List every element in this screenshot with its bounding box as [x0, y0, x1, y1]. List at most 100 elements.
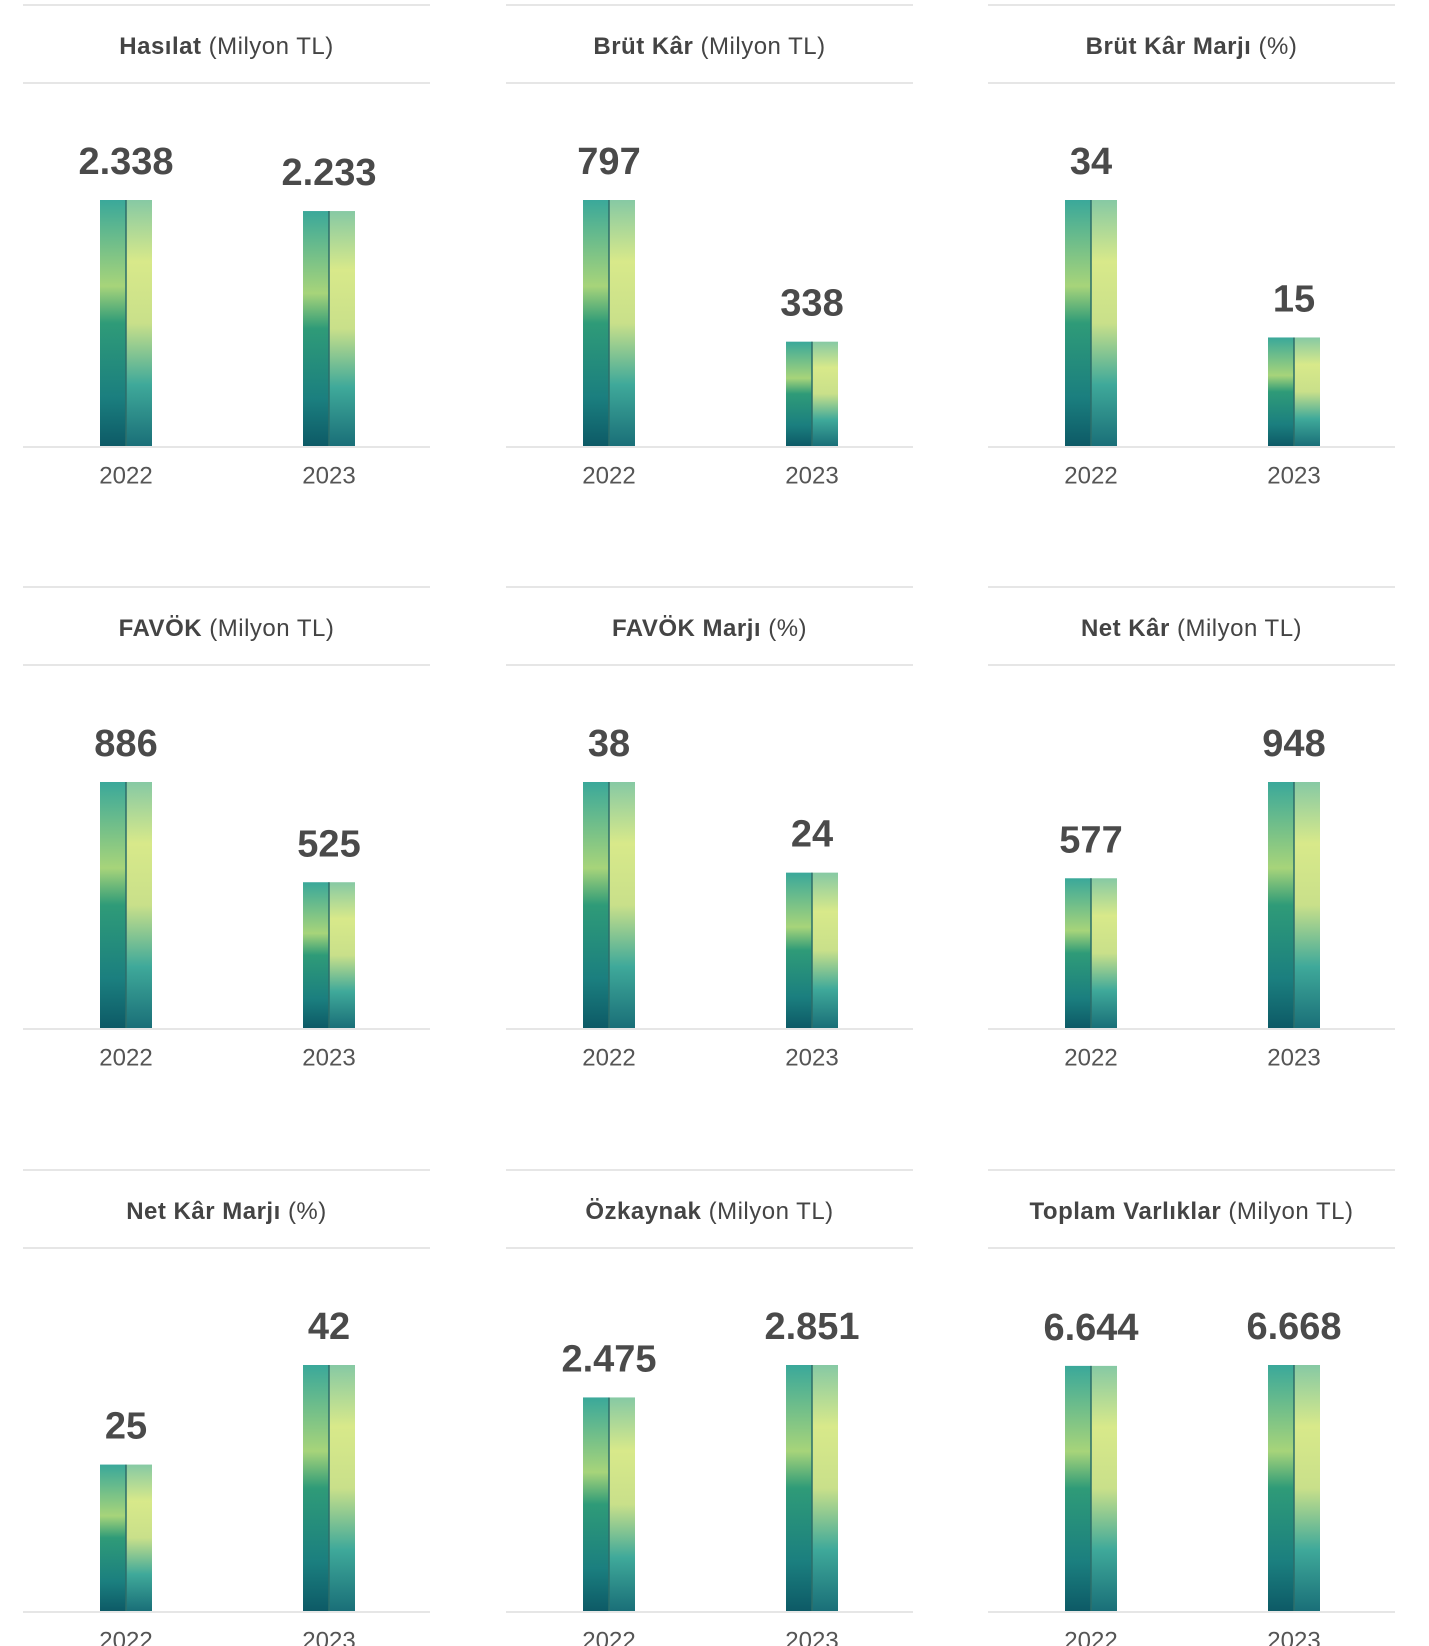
bar — [583, 782, 635, 1028]
bar-right — [126, 782, 152, 1028]
x-tick-label: 2022 — [99, 462, 152, 489]
x-tick-label: 2022 — [1064, 1627, 1117, 1646]
title-unit: (Milyon TL) — [1177, 615, 1302, 642]
bar — [583, 1397, 635, 1611]
bar — [303, 1365, 355, 1611]
bar-left — [1268, 337, 1294, 446]
bar — [1065, 200, 1117, 446]
value-label: 2.851 — [764, 1306, 859, 1348]
x-tick-label: 2022 — [1064, 1044, 1117, 1071]
bar-left — [1065, 878, 1091, 1028]
panel-title: Özkaynak (Milyon TL) — [585, 1198, 833, 1225]
value-label: 6.668 — [1246, 1306, 1341, 1348]
panel-title: FAVÖK (Milyon TL) — [119, 615, 335, 642]
title-unit: (Milyon TL) — [1228, 1198, 1353, 1225]
title-text: FAVÖK Marjı — [612, 615, 761, 642]
panel-title: Brüt Kâr (Milyon TL) — [593, 33, 825, 60]
bar — [100, 782, 152, 1028]
value-label: 2.338 — [78, 141, 173, 183]
title-text: Brüt Kâr — [593, 33, 693, 60]
bar — [303, 211, 355, 446]
bar-right — [609, 200, 635, 446]
bar-right — [609, 1397, 635, 1611]
bar-right — [812, 341, 838, 446]
bar-left — [100, 200, 126, 446]
bar-right — [329, 882, 355, 1028]
panel-title: Toplam Varlıklar (Milyon TL) — [1030, 1198, 1354, 1225]
title-unit: (%) — [768, 615, 807, 642]
x-tick-label: 2023 — [1267, 1627, 1320, 1646]
value-label: 886 — [94, 723, 157, 765]
value-label: 2.233 — [281, 152, 376, 194]
value-label: 25 — [105, 1406, 147, 1448]
x-tick-label: 2023 — [302, 1627, 355, 1646]
bar-left — [786, 341, 812, 446]
bar-left — [583, 200, 609, 446]
bar — [786, 341, 838, 446]
bar-right — [1091, 878, 1117, 1028]
x-tick-label: 2022 — [1064, 462, 1117, 489]
x-tick-label: 2022 — [582, 1627, 635, 1646]
bar-right — [1091, 1365, 1117, 1611]
panel-title: FAVÖK Marjı (%) — [612, 615, 807, 642]
bar — [1268, 782, 1320, 1028]
value-label: 6.644 — [1043, 1307, 1138, 1349]
x-tick-label: 2023 — [1267, 1044, 1320, 1071]
bar-right — [609, 782, 635, 1028]
bar — [1268, 1365, 1320, 1611]
bar-left — [583, 782, 609, 1028]
bar — [786, 1365, 838, 1611]
bar-left — [1268, 782, 1294, 1028]
value-label: 338 — [780, 283, 843, 325]
title-text: FAVÖK — [119, 615, 203, 642]
bar — [583, 200, 635, 446]
x-tick-label: 2023 — [785, 1044, 838, 1071]
x-tick-label: 2022 — [582, 462, 635, 489]
value-label: 15 — [1273, 279, 1315, 321]
title-unit: (%) — [1259, 33, 1298, 60]
bar — [1268, 337, 1320, 446]
bar-right — [126, 200, 152, 446]
title-text: Toplam Varlıklar — [1030, 1198, 1222, 1225]
bar-right — [1294, 1365, 1320, 1611]
title-text: Net Kâr — [1081, 615, 1170, 642]
panel-title: Net Kâr (Milyon TL) — [1081, 615, 1302, 642]
title-text: Özkaynak — [585, 1198, 701, 1225]
value-label: 42 — [308, 1306, 350, 1348]
value-label: 525 — [297, 823, 360, 865]
title-unit: (Milyon TL) — [701, 33, 826, 60]
title-unit: (Milyon TL) — [209, 615, 334, 642]
title-unit: (Milyon TL) — [209, 33, 334, 60]
bar — [303, 882, 355, 1028]
bar-left — [786, 872, 812, 1028]
bar-left — [1268, 1365, 1294, 1611]
value-label: 38 — [588, 723, 630, 765]
bar-left — [303, 882, 329, 1028]
bar — [100, 200, 152, 446]
bar-left — [303, 211, 329, 446]
panel-title: Net Kâr Marjı (%) — [126, 1198, 327, 1225]
bar — [100, 1464, 152, 1611]
x-tick-label: 2022 — [99, 1627, 152, 1646]
value-label: 2.475 — [561, 1338, 656, 1380]
value-label: 948 — [1262, 723, 1325, 765]
value-label: 577 — [1059, 819, 1122, 861]
bar-right — [329, 1365, 355, 1611]
bar-right — [126, 1464, 152, 1611]
bar-left — [583, 1397, 609, 1611]
value-label: 24 — [791, 814, 833, 856]
bar — [1065, 878, 1117, 1028]
x-tick-label: 2023 — [302, 1044, 355, 1071]
bar-right — [1294, 337, 1320, 446]
title-text: Brüt Kâr Marjı — [1086, 33, 1252, 60]
bar-left — [786, 1365, 812, 1611]
bar-right — [1294, 782, 1320, 1028]
bar-right — [1091, 200, 1117, 446]
bar-left — [100, 782, 126, 1028]
bar-left — [303, 1365, 329, 1611]
x-tick-label: 2023 — [302, 462, 355, 489]
x-tick-label: 2023 — [1267, 462, 1320, 489]
title-text: Hasılat — [119, 33, 201, 60]
x-tick-label: 2022 — [99, 1044, 152, 1071]
bar-right — [329, 211, 355, 446]
